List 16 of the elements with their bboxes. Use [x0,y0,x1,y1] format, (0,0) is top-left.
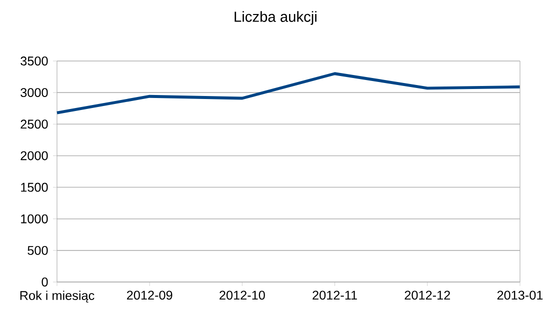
x-tick-label: Rok i miesiąc [20,290,94,303]
y-tick-label: 3500 [20,56,48,66]
x-tick-label: 2012-10 [220,290,265,300]
y-tick-label: 3000 [20,88,48,98]
x-tick-label: 2012-09 [126,290,172,300]
x-tick-label: 2012-12 [404,290,450,300]
y-tick-label: 1500 [21,182,48,192]
line-series [56,72,522,114]
y-tick-label: 2000 [20,151,48,160]
y-tick-label: 2500 [20,120,48,129]
y-tick-label: 1000 [21,214,48,224]
chart-title: Liczba aukcji [234,11,316,25]
y-tick-label: 500 [28,246,48,255]
x-tick-label: 2012-11 [312,290,357,300]
y-tick-label: 0 [42,278,48,286]
x-tick-label: 2013-01 [497,290,543,300]
